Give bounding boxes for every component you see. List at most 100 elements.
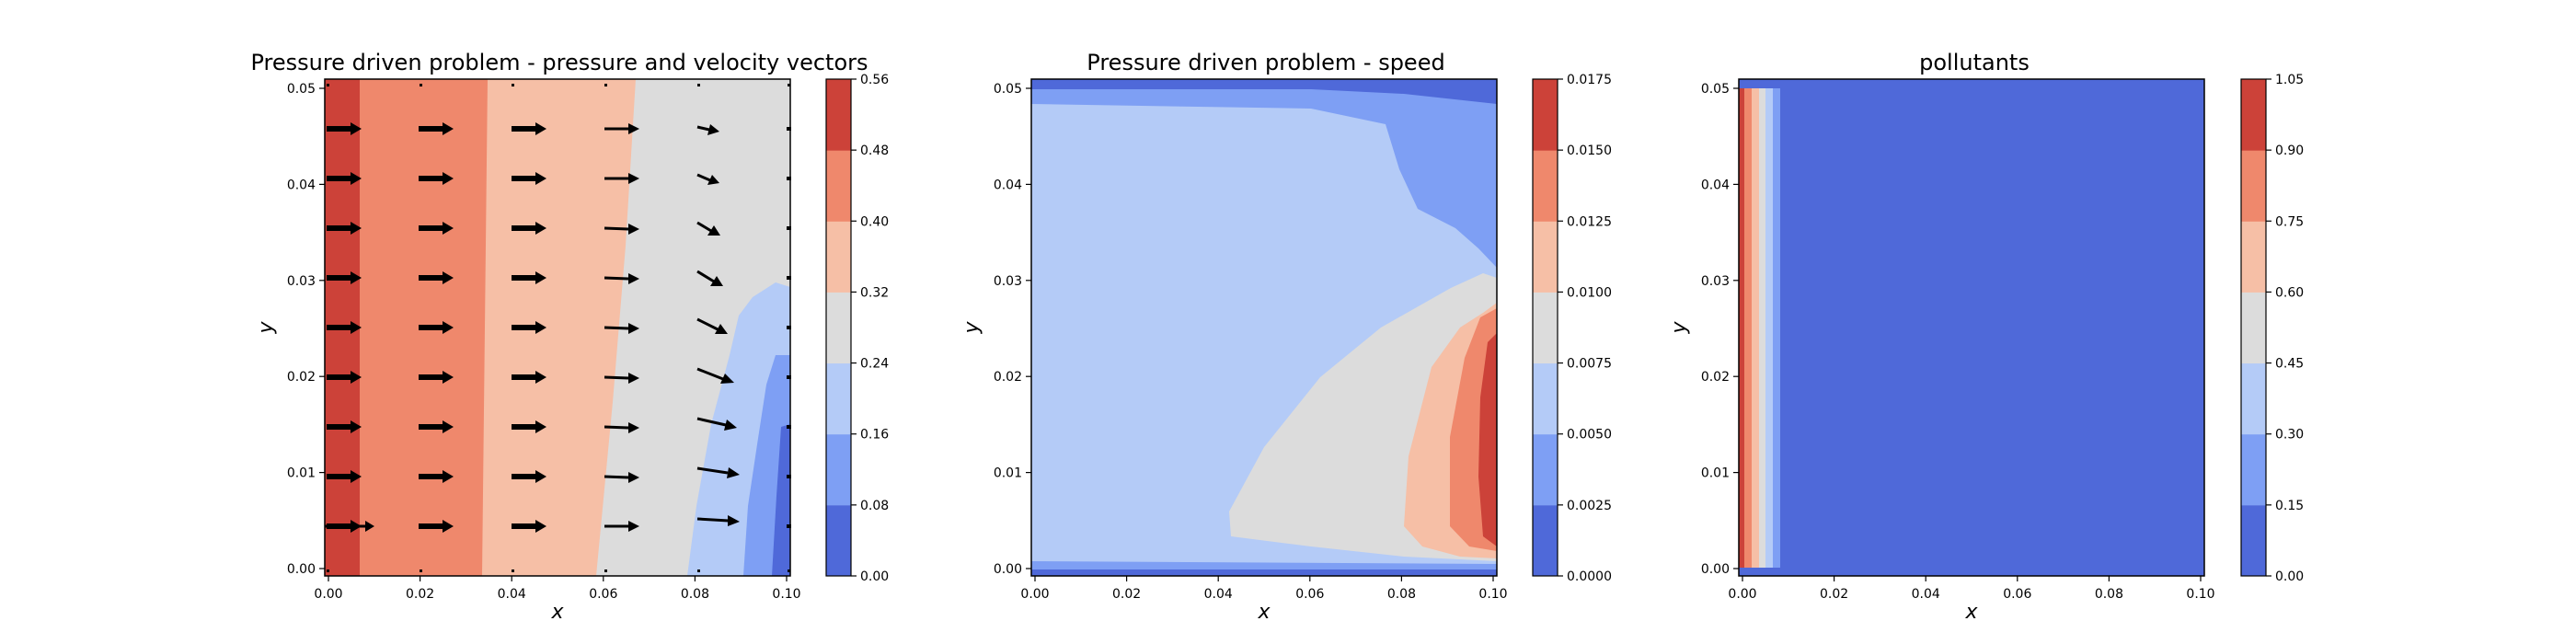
panel-1-top-dots (327, 84, 790, 572)
arrow-stub (787, 524, 791, 528)
x-tick-label: 0.02 (1820, 587, 1848, 602)
colorbar-segment (2241, 362, 2266, 435)
quiver-arrows-path (327, 122, 546, 533)
bottom-dot (788, 569, 790, 572)
top-dot (420, 84, 422, 86)
top-dot (327, 84, 329, 86)
panel-1-region-000-008 (772, 424, 790, 576)
top-dot (512, 84, 514, 86)
arrow-stub (787, 226, 791, 230)
panel-3-ylabel: y (1668, 321, 1691, 335)
panel-1-xlabel: x (550, 601, 564, 624)
panel-1-quiver-col-5 (696, 124, 740, 526)
colorbar-tick-label: 0.45 (2275, 357, 2304, 372)
arrow-shaft (604, 375, 629, 380)
colorbar-tick-label: 0.16 (860, 428, 889, 443)
y-tick-label: 0.04 (994, 178, 1022, 192)
colorbar-segment (826, 292, 851, 364)
colorbar-tick-label: 0.0025 (1567, 499, 1612, 513)
colorbar-segment (2241, 79, 2266, 151)
colorbar-segment (826, 433, 851, 506)
panel-1-axes-frame (324, 78, 791, 577)
y-tick-label: 0.02 (1701, 370, 1730, 385)
x-tick-label: 0.04 (1204, 587, 1233, 602)
colorbar-tick-label: 0.0050 (1567, 428, 1612, 443)
arrow-head (728, 515, 740, 526)
arrow-head (628, 273, 639, 284)
panel-3-y-ticks: 0.00 0.01 0.02 0.03 0.04 0.05 (1701, 82, 1739, 577)
panel-3-title: pollutants (1919, 50, 2030, 75)
arrow-head (628, 472, 639, 483)
colorbar-segment (1533, 433, 1558, 506)
colorbar-tick-label: 0.0100 (1567, 285, 1612, 300)
x-tick-label: 0.00 (1020, 587, 1049, 602)
panel-1-x-ticks: 0.00 0.02 0.04 0.06 0.08 0.10 (314, 576, 801, 602)
arrow-shaft (696, 125, 710, 132)
colorbar-segment (1533, 362, 1558, 435)
panel-3-xlabel: x (1964, 601, 1978, 624)
panel-1: Pressure driven problem - pressure and v… (250, 50, 889, 624)
arrow-stub (787, 326, 791, 329)
y-tick-label: 0.04 (287, 178, 316, 192)
panel-2: Pressure driven problem - speed 0.00 0.02… (960, 50, 1612, 624)
arrow-shaft (696, 367, 724, 381)
panel-1-ylabel: y (255, 321, 278, 335)
colorbar-tick-label: 0.75 (2275, 214, 2304, 229)
colorbar-segment (1533, 79, 1558, 151)
bottom-dot (512, 569, 514, 572)
x-tick-label: 0.06 (1295, 587, 1324, 602)
y-tick-label: 0.04 (1701, 178, 1730, 192)
panel-2-axes-frame (1030, 78, 1498, 577)
colorbar-tick-label: 0.56 (860, 73, 889, 87)
arrow-head (724, 420, 737, 431)
y-tick-label: 0.00 (994, 562, 1022, 577)
colorbar-tick-label: 0.0075 (1567, 357, 1612, 372)
arrow-shaft (696, 270, 715, 283)
colorbar-frame (825, 78, 852, 577)
y-tick-label: 0.05 (994, 82, 1022, 97)
y-tick-label: 0.05 (287, 82, 316, 97)
panel-2-title: Pressure driven problem - speed (1087, 50, 1444, 75)
bottom-dot (327, 569, 329, 572)
colorbar-tick-label: 0.90 (2275, 144, 2304, 158)
panel-3-plot-area (1738, 78, 2205, 577)
arrow-head (707, 175, 719, 185)
colorbar-tick-label: 0.30 (2275, 428, 2304, 443)
y-tick-label: 0.03 (994, 274, 1022, 289)
colorbar-frame (2240, 78, 2267, 577)
panel-3: pollutants 0.00 0.02 0.04 0.06 0.08 0.10 0.00… (1668, 50, 2304, 624)
x-tick-label: 0.10 (772, 587, 800, 602)
colorbar-segment (826, 504, 851, 577)
x-tick-label: 0.08 (1387, 587, 1416, 602)
colorbar-tick-label: 0.60 (2275, 285, 2304, 300)
panel-1-colorbar: 0.00 0.08 0.16 0.24 0.32 0.40 0.48 0.56 (825, 73, 889, 584)
colorbar-tick-label: 0.00 (860, 569, 889, 584)
colorbar-tick-label: 0.40 (860, 214, 889, 229)
arrow-head (628, 323, 639, 334)
arrow-head (727, 467, 740, 478)
panel-2-bottom-strip (1031, 569, 1497, 576)
colorbar-tick-label: 0.0175 (1567, 73, 1612, 87)
colorbar-segment (2241, 221, 2266, 293)
y-tick-label: 0.03 (1701, 274, 1730, 289)
panel-2-colorbar: 0.0000 0.0025 0.0050 0.0075 0.0100 0.0125 0.01… (1532, 73, 1612, 584)
colorbar-tick-label: 0.08 (860, 499, 889, 513)
panel-1-y-ticks: 0.00 0.01 0.02 0.03 0.04 0.05 (287, 82, 325, 577)
bottom-dot (697, 569, 700, 572)
y-tick-label: 0.00 (287, 562, 316, 577)
colorbar-segment (826, 362, 851, 435)
y-tick-label: 0.03 (287, 274, 316, 289)
colorbar-segment (2241, 150, 2266, 222)
y-tick-label: 0.02 (287, 370, 316, 385)
x-tick-label: 0.04 (498, 587, 526, 602)
panel-2-ylabel: y (960, 321, 983, 335)
colorbar-tick-label: 0.0000 (1567, 569, 1612, 584)
panel-3-band-090-105 (1739, 88, 1744, 568)
colorbar-tick-label: 0.24 (860, 357, 889, 372)
y-tick-label: 0.02 (994, 370, 1022, 385)
colorbar-segment (826, 150, 851, 222)
y-tick-label: 0.01 (1701, 466, 1730, 481)
arrow-head (628, 422, 639, 433)
arrow-head (628, 373, 639, 384)
